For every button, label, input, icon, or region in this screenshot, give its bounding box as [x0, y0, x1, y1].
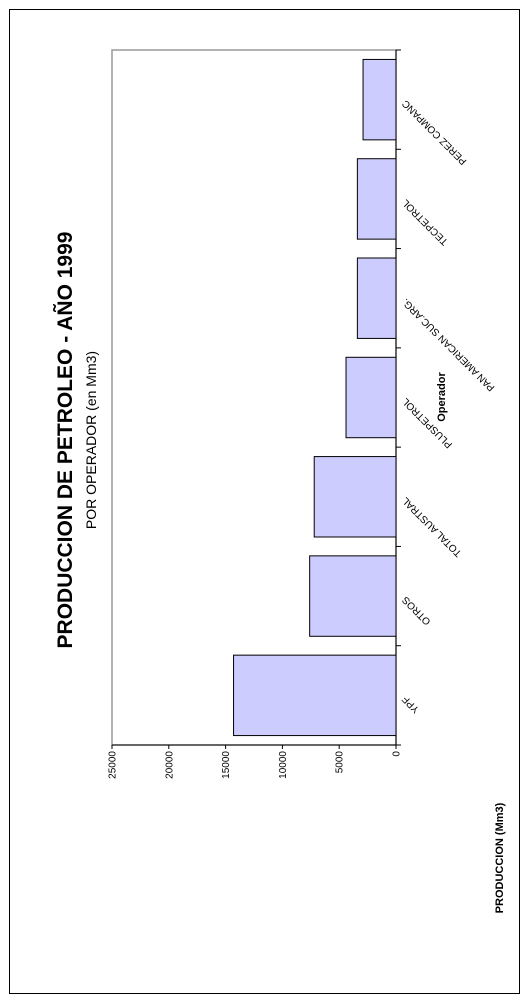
y-tick-label: 5000 — [335, 751, 346, 774]
bar-otros — [309, 555, 397, 637]
chart-subtitle: POR OPERADOR (en Mm3) — [83, 351, 99, 529]
x-axis-title: Operador — [436, 372, 448, 422]
bar-pluspetrol — [345, 356, 397, 439]
bar-total-austral — [313, 456, 397, 538]
y-tick-label: 10000 — [278, 751, 289, 779]
y-axis: 0 5000 10000 15000 20000 25000 — [108, 744, 403, 779]
x-tick-label: YPF — [400, 693, 422, 715]
x-tick-label: TECPETROL — [400, 197, 451, 248]
y-tick-label: 0 — [392, 751, 403, 757]
chart-frame — [9, 9, 520, 994]
chart-title: PRODUCCION DE PETROLEO - AÑO 1999 — [54, 232, 77, 649]
y-axis-title: PRODUCCION (Mm3) — [494, 802, 506, 913]
bars — [233, 58, 397, 737]
y-tick-label: 25000 — [108, 751, 119, 779]
bar-pan-american-suc-arg — [356, 257, 397, 339]
x-tick-label: PAN AMERICAN SUC.ARG. — [400, 296, 497, 393]
bar-perez-companc — [362, 58, 397, 141]
y-tick-label: 20000 — [164, 751, 175, 779]
x-tick-label: PEREZ COMPANC — [400, 98, 469, 167]
bar-ypf — [233, 654, 397, 737]
x-tick-label: TOTAL AUSTRAL — [400, 494, 464, 558]
bar-tecpetrol — [356, 158, 397, 240]
y-tick-label: 15000 — [221, 751, 232, 779]
x-tick-label: OTROS — [400, 594, 433, 627]
